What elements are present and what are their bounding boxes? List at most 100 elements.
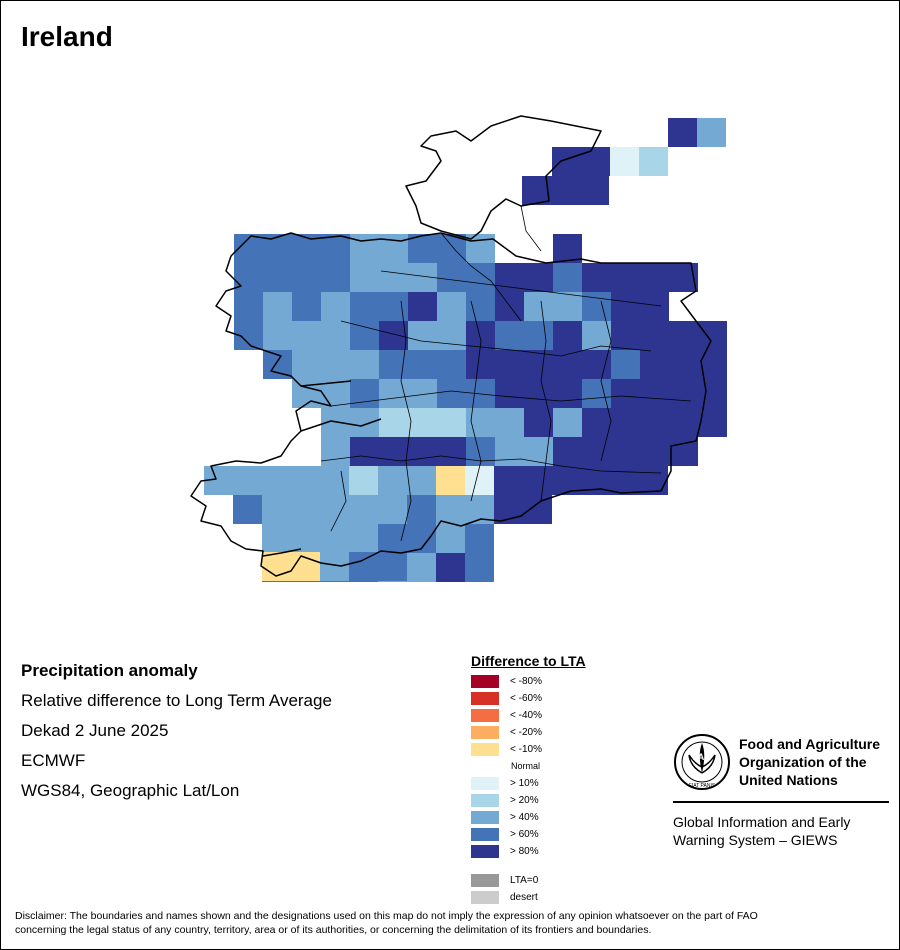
fao-logo-text: FAO: [693, 752, 712, 762]
anomaly-cell: [291, 495, 320, 524]
anomaly-cell: [465, 466, 494, 495]
main-coastline: [190, 232, 712, 577]
anomaly-cell: [408, 292, 437, 321]
anomaly-cell: [639, 466, 668, 495]
anomaly-cell: [669, 350, 698, 379]
anomaly-cell: [611, 292, 640, 321]
fao-name-line3: United Nations: [739, 772, 838, 788]
bantry-inlet: [262, 548, 302, 557]
anomaly-cell: [291, 524, 320, 553]
anomaly-cell: [292, 350, 321, 379]
anomaly-cell: [611, 408, 640, 437]
legend-label: < -40%: [510, 710, 542, 721]
info-variable: Relative difference to Long Term Average: [21, 691, 332, 710]
legend-extra-items: LTA=0 desert: [471, 872, 586, 906]
legend-label: > 20%: [510, 795, 539, 806]
anomaly-cell: [611, 437, 640, 466]
anomaly-cell: [320, 524, 349, 553]
anomaly-cell: [553, 292, 582, 321]
galway-bay: [300, 380, 352, 387]
anomaly-cell: [495, 379, 524, 408]
fao-name-line1: Food and Agriculture: [739, 736, 881, 752]
anomaly-cell: [408, 408, 437, 437]
legend-item: < -80%: [471, 673, 586, 690]
anomaly-cell: [349, 495, 378, 524]
anomaly-cell: [582, 350, 611, 379]
legend-label: < -10%: [510, 744, 542, 755]
anomaly-cell: [263, 321, 292, 350]
anomaly-cell: [582, 437, 611, 466]
anomaly-cell: [378, 495, 407, 524]
anomaly-cell: [436, 495, 465, 524]
anomaly-cell: [524, 263, 553, 292]
anomaly-cell: [640, 321, 669, 350]
anomaly-cell: [495, 408, 524, 437]
legend-item: < -10%: [471, 741, 586, 758]
anomaly-cell: [292, 321, 321, 350]
anomaly-cell: [611, 263, 640, 292]
anomaly-cell: [611, 321, 640, 350]
legend-label: > 80%: [510, 846, 539, 857]
info-source: ECMWF: [21, 751, 86, 770]
legend-label: < -20%: [510, 727, 542, 738]
legend-swatch: [471, 811, 499, 824]
anomaly-cell: [349, 524, 378, 553]
anomaly-cell: [379, 437, 408, 466]
fao-name-line2: Organization of the: [739, 754, 867, 770]
anomaly-cell: [378, 552, 407, 581]
anomaly-cell: [350, 437, 379, 466]
anomaly-cell: [495, 321, 524, 350]
anomaly-cell: [378, 466, 407, 495]
legend-swatch: [471, 845, 499, 858]
anomaly-cell: [262, 552, 291, 581]
legend-item: > 10%: [471, 775, 586, 792]
anomaly-cell: [697, 118, 726, 147]
fao-divider: [673, 801, 889, 803]
anomaly-cell: [437, 408, 466, 437]
precipitation-anomaly-map: [190, 115, 727, 582]
anomaly-cell: [408, 350, 437, 379]
anomaly-cell: [553, 350, 582, 379]
anomaly-cell: [437, 292, 466, 321]
anomaly-cell: [465, 524, 494, 553]
anomaly-cell: [523, 495, 552, 524]
fao-logo-icon: FAO FIAT PANIS: [674, 734, 730, 790]
legend-item: > 80%: [471, 843, 586, 860]
anomaly-cell: [495, 263, 524, 292]
legend-item: Normal: [471, 758, 586, 775]
legend-item: > 20%: [471, 792, 586, 809]
anomaly-cell: [321, 234, 350, 263]
anomaly-cell: [263, 292, 292, 321]
anomaly-cell: [466, 350, 495, 379]
anomaly-cell: [407, 466, 436, 495]
legend-swatch: [471, 777, 499, 790]
legend-swatch: [471, 891, 499, 904]
anomaly-cell: [437, 437, 466, 466]
anomaly-cell: [349, 552, 378, 581]
fao-name: Food and Agriculture Organization of the…: [739, 735, 880, 789]
anomaly-cell: [292, 263, 321, 292]
anomaly-cell: [436, 466, 465, 495]
anomaly-cell: [495, 437, 524, 466]
anomaly-cell: [524, 379, 553, 408]
anomaly-cell: [610, 147, 639, 176]
anomaly-cell: [698, 379, 727, 408]
anomaly-cell: [551, 176, 580, 205]
legend-label: > 60%: [510, 829, 539, 840]
anomaly-cell: [640, 379, 669, 408]
disclaimer-line2: concerning the legal status of any count…: [15, 924, 652, 936]
anomaly-cell: [321, 437, 350, 466]
anomaly-cell: [292, 292, 321, 321]
legend: Difference to LTA < -80% < -60% < -40% < -2…: [471, 653, 586, 906]
giews-line2: Warning System – GIEWS: [673, 832, 838, 848]
anomaly-cell: [466, 408, 495, 437]
anomaly-cell: [350, 263, 379, 292]
legend-item: > 40%: [471, 809, 586, 826]
legend-item: LTA=0: [471, 872, 586, 889]
anomaly-cell: [321, 263, 350, 292]
island-coastline: [405, 115, 602, 240]
anomaly-cell: [436, 524, 465, 553]
anomaly-cell: [524, 321, 553, 350]
legend-swatch: [471, 692, 499, 705]
anomaly-cell: [437, 350, 466, 379]
